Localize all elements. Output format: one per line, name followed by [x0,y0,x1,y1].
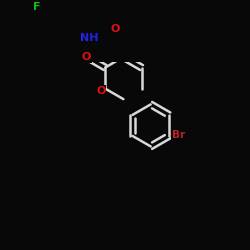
Text: O: O [111,24,120,34]
Text: Br: Br [172,130,185,140]
Text: NH: NH [80,32,99,42]
Text: O: O [82,52,91,62]
Text: O: O [96,86,106,96]
Text: F: F [34,2,41,12]
